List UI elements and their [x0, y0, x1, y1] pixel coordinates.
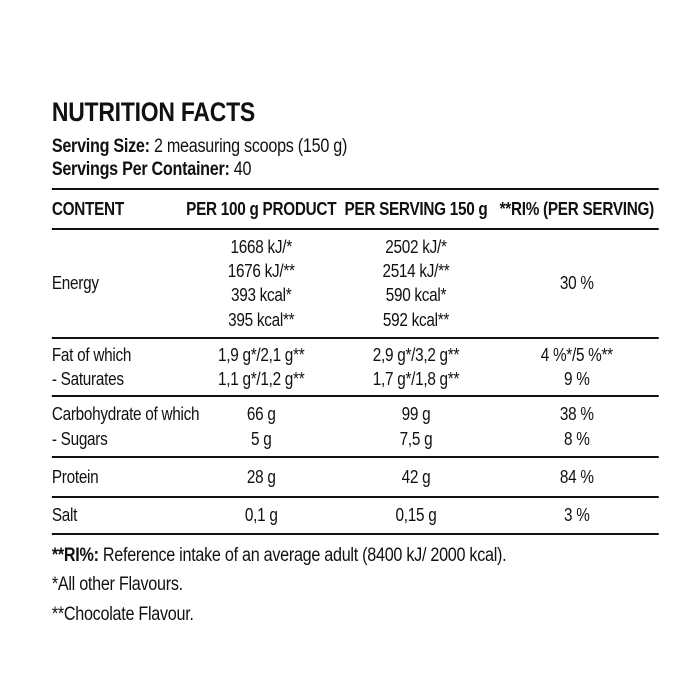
carbohydrate-ri-percent: 38 % 8 % [495, 402, 659, 451]
nutrition-table-body: Energy 1668 kJ/* 1676 kJ/** 393 kcal* 395 kc… [51, 230, 659, 535]
energy-per-100g-line: 393 kcal* [230, 285, 292, 306]
energy-per-100g-line: 1676 kJ/** [227, 260, 295, 281]
energy-per-serving-line: 592 kcal** [382, 309, 450, 330]
salt-label: Salt [52, 503, 186, 527]
carbohydrate-label: Carbohydrate of which - Sugars [51, 402, 200, 451]
protein-ri-percent-line: 84 % [559, 467, 594, 488]
carbohydrate-per-100g: 66 g 5 g [185, 402, 337, 451]
energy-per-100g-line: 395 kcal** [228, 309, 295, 330]
fat-ri-percent-line: 4 %*/5 %** [540, 344, 613, 365]
energy-per-serving-line: 590 kcal* [385, 285, 447, 306]
fat-per-serving-line: 1,7 g*/1,8 g** [372, 369, 460, 390]
servings-per-container-value: 40 [233, 159, 252, 181]
table-row-protein: Protein 28 g 42 g 84 % [51, 458, 659, 499]
salt-ri-percent: 3 % [495, 503, 659, 527]
protein-label-line: Protein [51, 467, 99, 488]
carbohydrate-per-100g-line: 66 g [246, 404, 276, 425]
fat-label-line: - Saturates [51, 369, 124, 390]
salt-per-100g-line: 0,1 g [244, 505, 278, 526]
energy-ri-percent: 30 % [495, 271, 659, 295]
carbohydrate-label-line: Carbohydrate of which [51, 404, 200, 425]
energy-per-serving: 2502 kJ/* 2514 kJ/** 590 kcal* 592 kcal** [337, 235, 495, 332]
table-row-salt: Salt 0,1 g 0,15 g 3 % [51, 498, 659, 535]
column-header-content: CONTENT [51, 199, 124, 220]
table-row-fat: Fat of which - Saturates 1,9 g*/2,1 g** 1,1… [51, 339, 659, 398]
serving-size-value: 2 measuring scoops (150 g) [153, 136, 348, 157]
salt-per-serving-line: 0,15 g [395, 505, 437, 526]
energy-label-line: Energy [51, 273, 99, 294]
column-header-ri-percent: **RI% (PER SERVING) [499, 199, 655, 220]
protein-per-serving: 42 g [337, 465, 495, 489]
protein-per-100g: 28 g [185, 465, 337, 489]
fat-per-serving-line: 2,9 g*/3,2 g** [372, 344, 460, 365]
carbohydrate-per-serving-line: 7,5 g [399, 428, 433, 449]
protein-ri-percent: 84 % [495, 465, 659, 489]
salt-per-100g: 0,1 g [185, 503, 337, 527]
energy-per-100g: 1668 kJ/* 1676 kJ/** 393 kcal* 395 kcal** [185, 235, 337, 332]
salt-ri-percent-line: 3 % [564, 505, 590, 526]
salt-per-serving: 0,15 g [337, 503, 495, 527]
energy-ri-percent-line: 30 % [559, 273, 594, 294]
protein-label: Protein [52, 465, 186, 489]
footnotes: **RI%: Reference intake of an average ad… [52, 544, 659, 627]
protein-per-100g-line: 28 g [246, 467, 276, 488]
fat-per-100g-line: 1,9 g*/2,1 g** [218, 344, 305, 365]
carbohydrate-label-line: - Sugars [51, 428, 108, 449]
footnote-ri: **RI%: Reference intake of an average ad… [52, 544, 659, 568]
column-header-per-serving: PER SERVING 150 g [344, 199, 488, 220]
table-row-carbohydrate: Carbohydrate of which - Sugars 66 g 5 g 99 g… [51, 397, 659, 459]
fat-per-100g: 1,9 g*/2,1 g** 1,1 g*/1,2 g** [185, 343, 337, 392]
page-title: NUTRITION FACTS [51, 97, 255, 127]
footnote-ri-label: **RI%: [51, 544, 99, 566]
carbohydrate-per-100g-line: 5 g [251, 428, 272, 449]
column-header-per-100g: PER 100 g PRODUCT [186, 199, 337, 220]
serving-size-label: Serving Size: [51, 136, 150, 157]
table-header-row: CONTENT PER 100 g PRODUCT PER SERVING 15… [51, 190, 659, 230]
servings-per-container-line: Servings Per Container: 40 [52, 158, 659, 181]
footnote-ri-text: Reference intake of an average adult (84… [98, 544, 507, 566]
nutrition-label-page: NUTRITION FACTS Serving Size: 2 measurin… [51, 97, 659, 627]
salt-label-line: Salt [51, 505, 78, 526]
fat-per-serving: 2,9 g*/3,2 g** 1,7 g*/1,8 g** [337, 343, 495, 392]
energy-per-serving-line: 2514 kJ/** [382, 260, 450, 281]
footnote-chocolate-flavour: **Chocolate Flavour. [51, 604, 194, 626]
fat-label: Fat of which - Saturates [52, 343, 186, 392]
fat-ri-percent: 4 %*/5 %** 9 % [495, 343, 659, 392]
energy-per-100g-line: 1668 kJ/* [230, 236, 293, 257]
energy-per-serving-line: 2502 kJ/* [385, 236, 447, 257]
fat-label-line: Fat of which [51, 344, 132, 365]
energy-label: Energy [52, 271, 186, 295]
carbohydrate-per-serving: 99 g 7,5 g [337, 402, 495, 451]
footnote-all-other-flavours: *All other Flavours. [51, 574, 183, 596]
table-row-energy: Energy 1668 kJ/* 1676 kJ/** 393 kcal* 395 kc… [51, 230, 659, 339]
nutrition-table: CONTENT PER 100 g PRODUCT PER SERVING 15… [51, 188, 659, 535]
label-content: NUTRITION FACTS Serving Size: 2 measurin… [51, 97, 659, 627]
carbohydrate-ri-percent-line: 38 % [559, 404, 594, 425]
carbohydrate-ri-percent-line: 8 % [564, 428, 590, 449]
fat-ri-percent-line: 9 % [564, 369, 590, 390]
protein-per-serving-line: 42 g [401, 467, 431, 488]
fat-per-100g-line: 1,1 g*/1,2 g** [218, 369, 305, 390]
carbohydrate-per-serving-line: 99 g [401, 404, 431, 425]
serving-size-line: Serving Size: 2 measuring scoops (150 g) [52, 135, 659, 158]
servings-per-container-label: Servings Per Container: [51, 159, 230, 181]
